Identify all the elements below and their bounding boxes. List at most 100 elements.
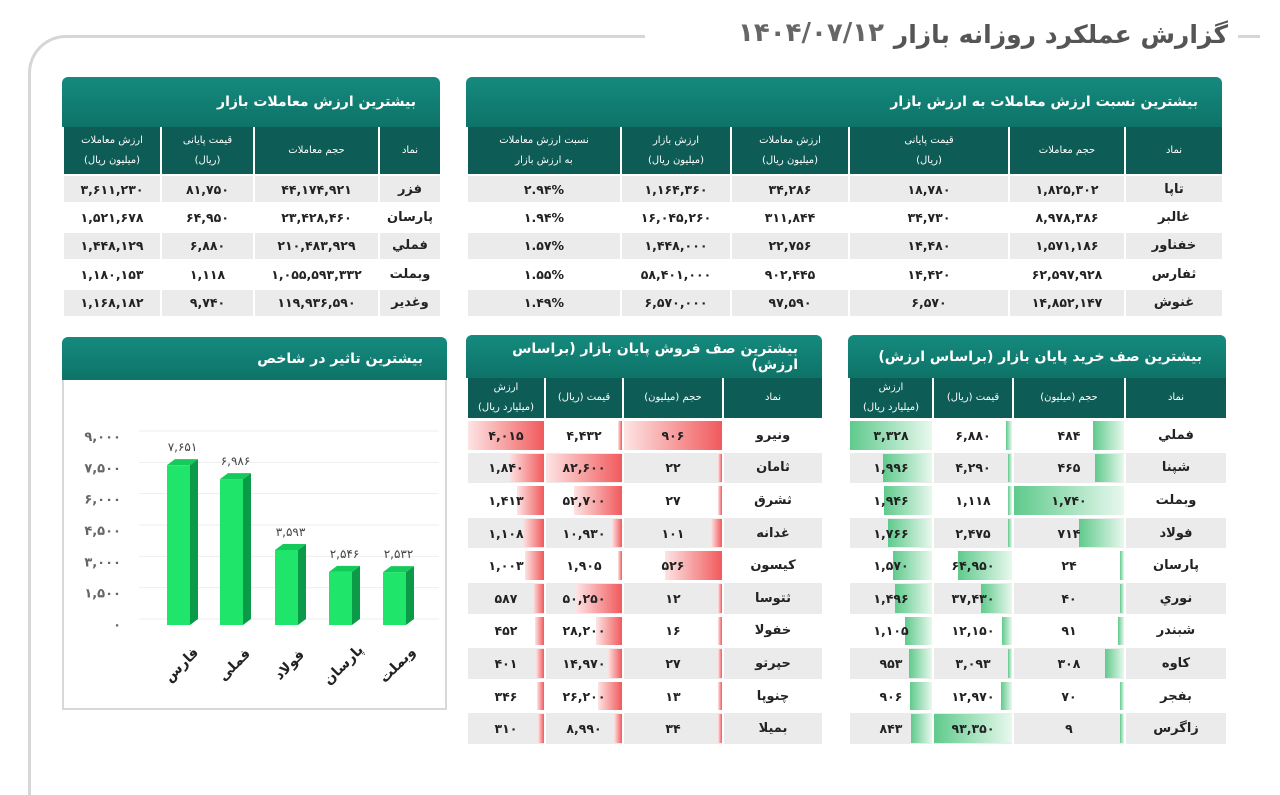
value-cell: ۱,۱۶۸,۱۸۲	[62, 287, 162, 318]
bar-top	[329, 565, 360, 572]
cell-value: ۱,۸۴۰	[488, 460, 524, 476]
frame-gap	[645, 28, 1245, 42]
value-cell: ۱,۸۲۵,۳۰۲	[1008, 173, 1126, 205]
cell-value: ۲۴	[1061, 558, 1077, 574]
cell-value: ۱۳	[665, 688, 681, 704]
value-bar	[523, 518, 544, 548]
cell-value: ۱.۵۵%	[523, 266, 565, 282]
table-row: ثفارس ۶۲,۵۹۷,۹۲۸ ۱۴,۴۲۰ ۹۰۲,۴۴۵ ۵۸,۴۰۱,۰۰۰ ۱.…	[466, 259, 1224, 290]
cell-value: ۲۱۰,۴۸۳,۹۲۹	[277, 238, 356, 254]
index-impact-chart: ۰ ۱,۵۰۰ ۳,۰۰۰ ۴,۵۰۰ ۶,۰۰۰ ۷,۵۰۰ ۹,۰۰۰ ۷,۶۵۱ فارس…	[84, 430, 439, 688]
value-cell: ۹۰۶	[622, 418, 724, 453]
table-row: وبملت ۱,۰۵۵,۵۹۳,۳۳۲ ۱,۱۱۸ ۱,۱۸۰,۱۵۳	[62, 259, 442, 290]
value-bar	[1120, 714, 1124, 743]
cell-value: ۹	[1065, 721, 1073, 737]
symbol-cell: وبملت	[1124, 483, 1228, 518]
cell-value: ۵۲,۷۰۰	[562, 492, 606, 508]
cell-value: ۱۲,۱۵۰	[951, 623, 995, 639]
table-row: نوري ۴۰ ۳۷,۴۳۰ ۱,۴۹۶	[848, 580, 1228, 616]
y-tick-label: ۳,۰۰۰	[84, 555, 121, 570]
bar-top	[220, 473, 251, 480]
cell-value: ۸۴۳	[879, 721, 903, 737]
cell-value: ۴۰۱	[494, 655, 518, 671]
cell-value: ۱,۸۲۵,۳۰۲	[1035, 181, 1099, 197]
value-cell: ۲۷	[622, 646, 724, 681]
cell-value: ۴۰	[1061, 590, 1077, 606]
bar-side	[298, 543, 306, 625]
value-bar	[596, 616, 622, 646]
value-bar	[888, 518, 932, 548]
cell-value: ۳۱۱,۸۴۴	[764, 210, 816, 226]
x-tick-label: فارس	[161, 645, 202, 686]
cell-value: ۱۸,۷۸۰	[907, 181, 951, 197]
value-cell: ۱۴,۴۲۰	[848, 259, 1010, 290]
value-bar	[893, 551, 932, 580]
value-bar	[624, 421, 722, 450]
value-bar	[1008, 486, 1012, 515]
value-bar	[1094, 453, 1124, 483]
value-cell: ۴۶۵	[1012, 450, 1126, 486]
column-header: حجم معاملات	[1008, 127, 1126, 176]
y-tick-label: ۶,۰۰۰	[84, 493, 121, 508]
column-header: نماد	[1124, 378, 1228, 420]
table-row: وبملت ۱,۷۴۰ ۱,۱۱۸ ۱,۹۴۶	[848, 483, 1228, 518]
top-value-table: نماد حجم معاملات قیمت پایانی (ریال) ارزش مع…	[62, 127, 442, 318]
value-cell: ۳۰۸	[1012, 646, 1126, 681]
cell-value: ۱۴,۸۵۲,۱۴۷	[1031, 295, 1103, 311]
value-cell: ۶,۵۷۰	[848, 287, 1010, 318]
top-ratio-table: نماد حجم معاملات قیمت پایانی (ریال) ارزش مع…	[466, 127, 1224, 318]
cell-value: ۱,۱۶۴,۳۶۰	[644, 181, 708, 197]
bar	[220, 479, 243, 625]
value-bar	[1120, 583, 1124, 613]
table-row: غالبر ۸,۹۷۸,۳۸۶ ۳۴,۷۳۰ ۳۱۱,۸۴۴ ۱۶,۰۴۵,۲۶۰ ۱.۹…	[466, 202, 1224, 233]
table-row: فولاد ۷۱۴ ۲,۴۷۵ ۱,۷۶۶	[848, 515, 1228, 551]
header-row: نماد حجم (میلیون) قیمت (ریال) ارزش (میلیارد…	[466, 378, 824, 420]
value-cell: ۸,۹۷۸,۳۸۶	[1008, 202, 1126, 233]
value-bar	[895, 583, 932, 613]
bar-side	[406, 566, 414, 625]
symbol-cell: چنوپا	[722, 678, 824, 714]
value-cell: ۸۲,۶۰۰	[544, 450, 624, 486]
value-bar	[1119, 681, 1124, 711]
buy-queue-table: نماد حجم (میلیون) قیمت (ریال) ارزش (میلیارد…	[848, 378, 1228, 746]
y-tick-label: ۹,۰۰۰	[84, 430, 121, 445]
value-bar	[911, 714, 932, 743]
value-bar	[1008, 518, 1012, 548]
value-cell: ۲۳,۴۲۸,۴۶۰	[253, 202, 380, 233]
index-impact-panel: بیشترین تاثیر در شاخص ۰ ۱,۵۰۰ ۳,۰۰۰ ۴,۵۰۰ ۶,…	[62, 337, 447, 710]
panel-title: بیشترین صف خرید پایان بازار (براساس ارزش…	[848, 335, 1226, 378]
value-bar	[980, 583, 1012, 613]
cell-value: ۱۲,۹۷۰	[951, 688, 995, 704]
table-row: فملي ۲۱۰,۴۸۳,۹۲۹ ۶,۸۸۰ ۱,۴۴۸,۱۲۹	[62, 230, 442, 262]
cell-value: ۹۱	[1061, 623, 1077, 639]
cell-value: ۱,۰۵۵,۵۹۳,۳۳۲	[271, 266, 362, 282]
value-cell: ۱,۴۴۸,۰۰۰	[620, 230, 732, 262]
cell-value: ۱,۱۰۵	[873, 623, 909, 639]
cell-value: ۲۲,۷۵۶	[768, 238, 812, 254]
value-cell: ۱.۴۹%	[466, 287, 622, 318]
cell-value: ۶,۸۸۰	[955, 427, 991, 443]
value-cell: ۳,۶۱۱,۲۳۰	[62, 173, 162, 205]
value-cell: ۱,۰۵۵,۵۹۳,۳۳۲	[253, 259, 380, 290]
table-row: شبندر ۹۱ ۱۲,۱۵۰ ۱,۱۰۵	[848, 613, 1228, 649]
data-label: ۷,۶۵۱	[168, 440, 198, 454]
panel-title: بیشترین نسبت ارزش معاملات به ارزش بازار	[466, 77, 1222, 127]
buy-queue-panel: بیشترین صف خرید پایان بازار (براساس ارزش…	[848, 335, 1228, 746]
cell-value: ۱,۱۱۸	[189, 266, 226, 282]
cell-value: ۹۷,۵۹۰	[768, 295, 812, 311]
table-row: بميلا ۳۴ ۸,۹۹۰ ۳۱۰	[466, 711, 824, 746]
symbol-cell: غالبر	[1124, 202, 1224, 233]
value-cell: ۱,۱۰۸	[466, 515, 546, 551]
value-cell: ۳۴	[622, 711, 724, 746]
bar-side	[243, 473, 251, 625]
cell-value: ۵۰,۲۵۰	[562, 590, 606, 606]
value-cell: ۱,۷۴۰	[1012, 483, 1126, 518]
bar	[167, 465, 190, 625]
bar	[383, 572, 406, 625]
value-cell: ۱۲,۱۵۰	[932, 613, 1014, 649]
column-header: حجم (میلیون)	[1012, 378, 1126, 420]
value-cell: ۸۴۳	[848, 711, 934, 746]
value-cell: ۱,۱۶۴,۳۶۰	[620, 173, 732, 205]
cell-value: ۱۰۱	[661, 525, 685, 541]
table-row: فملي ۴۸۴ ۶,۸۸۰ ۳,۳۲۸	[848, 418, 1228, 453]
